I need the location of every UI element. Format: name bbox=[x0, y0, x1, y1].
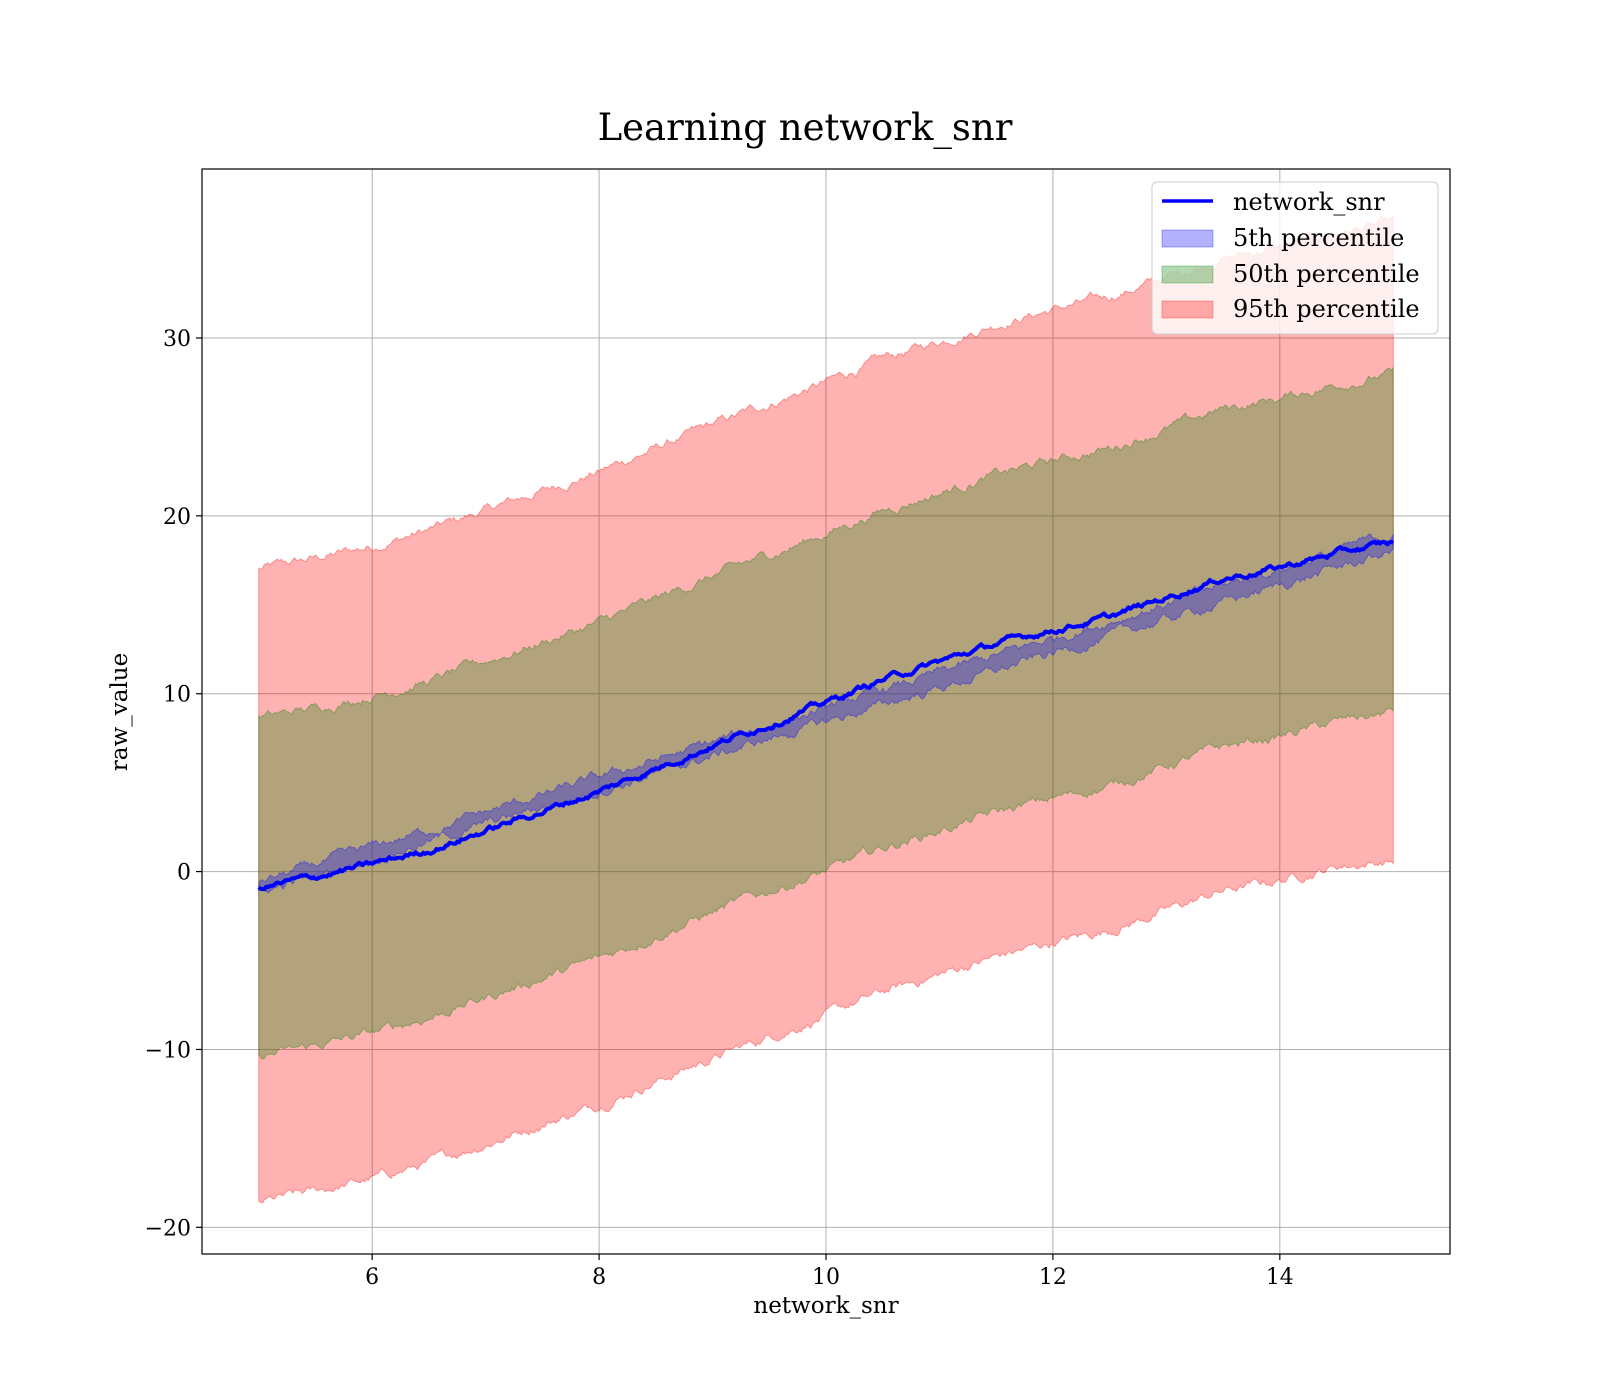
x-axis-label: network_snr bbox=[753, 1293, 898, 1319]
line-layer bbox=[257, 539, 1395, 892]
y-axis-label: raw_value bbox=[107, 653, 133, 771]
legend-swatch-5th bbox=[1161, 229, 1214, 248]
band-layer bbox=[258, 214, 1394, 1204]
y-tick-label: −10 bbox=[145, 1038, 191, 1063]
chart-title: Learning network_snr bbox=[598, 106, 1013, 150]
x-tick-label: 12 bbox=[1039, 1265, 1067, 1290]
legend-label-50th-percentile: 50th percentile bbox=[1233, 260, 1420, 288]
y-tick-label: 30 bbox=[163, 327, 191, 352]
y-tick-label: 10 bbox=[163, 683, 191, 708]
legend: network_snr 5th percentile 50th percenti… bbox=[1151, 181, 1439, 335]
y-tick-label: 0 bbox=[177, 861, 191, 886]
x-tick-label: 8 bbox=[592, 1265, 606, 1290]
legend-swatch-50th bbox=[1161, 265, 1214, 284]
band-50th-percentile bbox=[258, 366, 1394, 1060]
y-tick-label: 20 bbox=[163, 505, 191, 530]
series-line-network-snr bbox=[257, 539, 1395, 892]
x-tick-label: 10 bbox=[812, 1265, 840, 1290]
legend-swatch-95th bbox=[1161, 300, 1214, 319]
legend-label-5th-percentile: 5th percentile bbox=[1233, 224, 1404, 252]
x-tick-label: 6 bbox=[365, 1265, 379, 1290]
legend-box bbox=[1151, 181, 1439, 335]
y-tick-label: −20 bbox=[145, 1216, 191, 1241]
x-tick-label: 14 bbox=[1266, 1265, 1294, 1290]
legend-label-network-snr: network_snr bbox=[1233, 188, 1385, 216]
tick-layer: 6 8 10 12 14 −20 −10 0 10 20 30 bbox=[145, 327, 1294, 1290]
legend-label-95th-percentile: 95th percentile bbox=[1233, 295, 1420, 323]
band-95th-percentile bbox=[258, 214, 1394, 1204]
grid-layer bbox=[202, 169, 1450, 1254]
